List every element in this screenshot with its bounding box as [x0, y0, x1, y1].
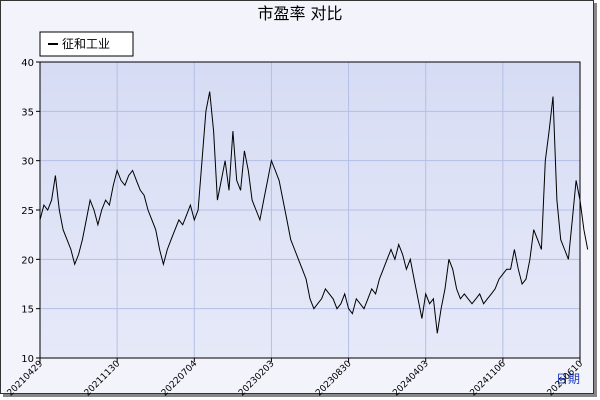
y-tick-label: 25: [21, 206, 34, 217]
legend: 征和工业: [39, 31, 134, 57]
chart-title: 市盈率 对比: [257, 4, 342, 23]
y-tick-label: 30: [21, 157, 34, 168]
x-axis-label: 日期: [556, 372, 580, 386]
y-tick-label: 20: [21, 255, 34, 266]
y-tick-label: 35: [21, 107, 34, 118]
legend-label: 征和工业: [62, 37, 110, 51]
plot-border: [39, 61, 581, 359]
series-line: [39, 91, 589, 334]
y-tick-label: 10: [21, 354, 34, 365]
y-tick-label: 40: [21, 58, 34, 69]
y-tick-label: 15: [21, 305, 34, 316]
